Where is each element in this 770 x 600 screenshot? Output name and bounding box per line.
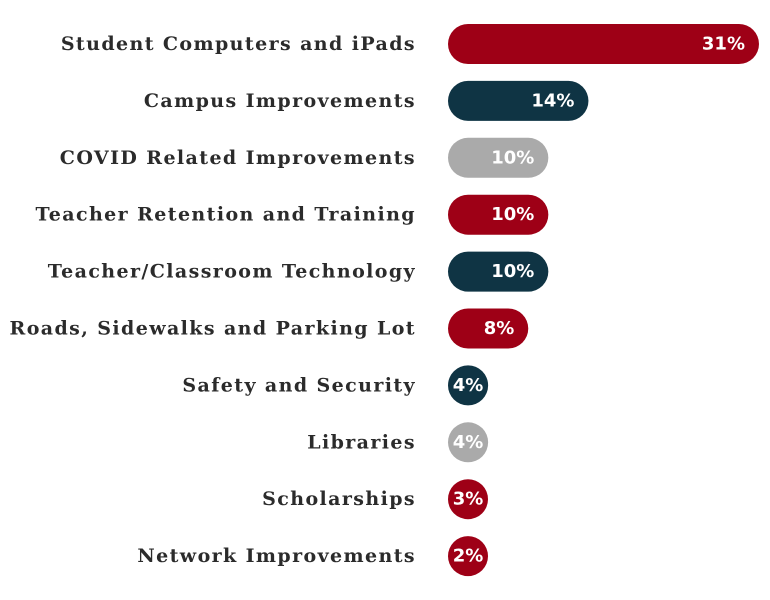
category-label-scholarships: Scholarships	[262, 488, 416, 510]
bar-teacher-retention-and-training	[448, 194, 549, 235]
category-label-teacher-classroom-technology: Teacher/Classroom Technology	[48, 261, 416, 283]
value-label-teacher-classroom-technology: 10%	[491, 261, 534, 282]
value-label-covid-related-improvements: 10%	[491, 147, 534, 168]
bar-scholarships	[448, 479, 488, 520]
bar-network-improvements	[448, 536, 488, 577]
category-labels: Student Computers and iPads Campus Improv…	[10, 33, 417, 567]
bar-campus-improvements	[448, 80, 589, 121]
value-label-student-computers-and-ipads: 31%	[702, 34, 745, 55]
value-label-network-improvements: 2%	[453, 546, 484, 567]
value-label-campus-improvements: 14%	[531, 90, 574, 111]
category-label-network-improvements: Network Improvements	[137, 545, 416, 567]
category-label-covid-related-improvements: COVID Related Improvements	[60, 147, 416, 169]
bar-libraries	[448, 422, 489, 463]
category-label-student-computers-and-ipads: Student Computers and iPads	[61, 33, 416, 55]
bar-teacher-classroom-technology	[448, 251, 549, 292]
value-label-roads-sidewalks-and-parking-lot: 8%	[484, 318, 515, 339]
category-label-safety-and-security: Safety and Security	[182, 374, 416, 396]
bar-roads-sidewalks-and-parking-lot	[448, 308, 529, 349]
value-label-scholarships: 3%	[453, 489, 484, 510]
category-label-libraries: Libraries	[307, 431, 416, 453]
bar-safety-and-security	[448, 365, 489, 406]
bar-student-computers-and-ipads	[448, 24, 759, 64]
value-label-libraries: 4%	[453, 432, 484, 453]
category-label-campus-improvements: Campus Improvements	[144, 90, 416, 112]
value-labels: 31% 14% 10% 10% 10% 8% 4% 4% 3% 2%	[453, 34, 745, 567]
value-label-teacher-retention-and-training: 10%	[491, 204, 534, 225]
category-label-roads-sidewalks-and-parking-lot: Roads, Sidewalks and Parking Lot	[10, 318, 417, 340]
category-label-teacher-retention-and-training: Teacher Retention and Training	[35, 204, 416, 226]
value-label-safety-and-security: 4%	[453, 375, 484, 396]
bars	[448, 24, 759, 577]
bar-covid-related-improvements	[448, 137, 549, 178]
